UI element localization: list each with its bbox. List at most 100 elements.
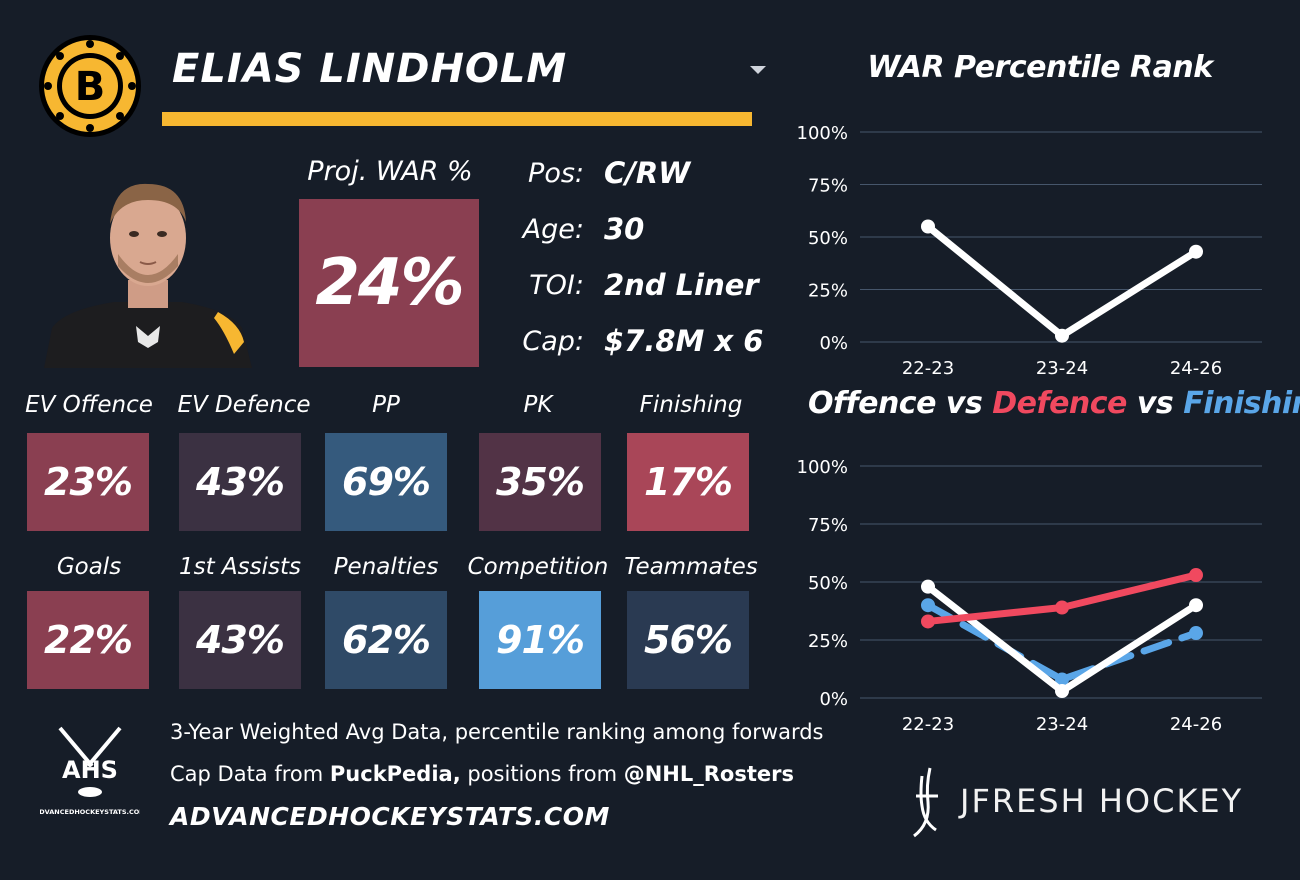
data-point xyxy=(921,598,935,613)
data-point xyxy=(1055,600,1069,615)
title-vs: vs xyxy=(1126,386,1184,421)
proj-war-label: Proj. WAR % xyxy=(307,156,473,187)
stat-label-competition: Competition xyxy=(467,554,609,580)
footer-sources: Cap Data from PuckPedia, positions from … xyxy=(170,762,794,786)
data-point xyxy=(1189,244,1203,259)
x-tick-label: 24-26 xyxy=(1170,358,1222,379)
footer-site-link[interactable]: ADVANCEDHOCKEYSTATS.COM xyxy=(170,802,610,831)
x-tick-label: 22-23 xyxy=(902,358,954,379)
data-point xyxy=(921,579,935,594)
x-tick-label: 22-23 xyxy=(902,714,954,735)
info-label: Cap: xyxy=(522,325,584,357)
stat-tile-pp: 69% xyxy=(325,433,447,531)
info-row-position: Pos: C/RW xyxy=(520,153,780,193)
info-value: 30 xyxy=(604,212,645,246)
proj-war-tile: 24% xyxy=(299,199,479,367)
data-point xyxy=(1055,328,1069,343)
series-line xyxy=(924,601,1200,683)
stat-value: 69% xyxy=(342,460,431,504)
y-tick-label: 50% xyxy=(808,228,848,249)
info-row-toi: TOI: 2nd Liner xyxy=(520,265,780,305)
stat-label-ev-offence: EV Offence xyxy=(25,392,153,418)
ovd-chart-title: Offence vs Defence vs Finishing xyxy=(808,386,1300,421)
title-vs: vs xyxy=(935,386,993,421)
y-tick-label: 100% xyxy=(797,457,848,478)
jfresh-logo-icon xyxy=(913,767,938,838)
info-value: $7.8M x 6 xyxy=(604,324,764,358)
player-name: ELIAS LINDHOLM xyxy=(172,46,568,92)
footer-mid: positions from xyxy=(460,762,624,786)
info-value: C/RW xyxy=(604,156,691,190)
ahs-logo-text: AHS xyxy=(62,756,118,784)
stat-tile-pk: 35% xyxy=(479,433,601,531)
y-tick-label: 25% xyxy=(808,281,848,302)
data-point xyxy=(1189,626,1203,641)
ahs-logo-sub: ADVANCEDHOCKEYSTATS.COM xyxy=(40,808,140,816)
stat-label-first-assists: 1st Assists xyxy=(178,554,302,580)
title-finishing: Finishing xyxy=(1183,386,1300,421)
info-label: TOI: xyxy=(529,269,584,301)
stat-label-ev-defence: EV Defence xyxy=(177,392,311,418)
stat-value: 91% xyxy=(496,618,585,662)
y-tick-label: 50% xyxy=(808,573,848,594)
proj-war-value: 24% xyxy=(315,246,464,320)
ahs-logo-icon: AHS ADVANCEDHOCKEYSTATS.COM xyxy=(40,726,140,816)
y-tick-label: 0% xyxy=(819,689,848,710)
stat-tile-competition: 91% xyxy=(479,591,601,689)
stat-tile-first-assists: 43% xyxy=(179,591,301,689)
data-point xyxy=(921,219,935,234)
war-chart-title: WAR Percentile Rank xyxy=(867,50,1213,85)
x-tick-label: 23-24 xyxy=(1036,714,1088,735)
player-dropdown-icon[interactable] xyxy=(750,66,766,74)
ovd-finishing-chart: 0% 25% 50% 75% 100% 22-23 23-24 24-26 xyxy=(797,457,1262,735)
title-defence: Defence xyxy=(992,386,1127,421)
footer-source: PuckPedia, xyxy=(329,762,461,786)
y-tick-label: 0% xyxy=(819,333,848,354)
footer-handle: @NHL_Rosters xyxy=(623,762,794,786)
player-headshot xyxy=(44,183,252,368)
stat-tile-finishing: 17% xyxy=(627,433,749,531)
y-tick-label: 75% xyxy=(808,515,848,536)
stat-label-teammates: Teammates xyxy=(624,554,758,580)
stat-tile-ev-defence: 43% xyxy=(179,433,301,531)
info-label: Age: xyxy=(522,213,584,245)
info-label: Pos: xyxy=(528,157,584,189)
stat-tile-ev-offence: 23% xyxy=(27,433,149,531)
svg-text:B: B xyxy=(75,64,106,110)
data-point xyxy=(1055,684,1069,699)
info-value: 2nd Liner xyxy=(604,268,759,302)
stat-value: 62% xyxy=(342,618,431,662)
stat-tile-penalties: 62% xyxy=(325,591,447,689)
stat-tile-teammates: 56% xyxy=(627,591,749,689)
x-tick-label: 24-26 xyxy=(1170,714,1222,735)
stat-label-penalties: Penalties xyxy=(333,554,439,580)
war-percentile-chart: 0% 25% 50% 75% 100% 22-23 23-24 24-26 xyxy=(797,123,1262,379)
stat-label-pk: PK xyxy=(523,392,553,418)
series-line xyxy=(924,223,1200,340)
footer-prefix: Cap Data from xyxy=(170,762,330,786)
x-tick-label: 23-24 xyxy=(1036,358,1088,379)
bruins-logo-icon: B xyxy=(39,35,141,137)
stat-tile-goals: 22% xyxy=(27,591,149,689)
info-row-age: Age: 30 xyxy=(520,209,780,249)
name-underline xyxy=(162,112,752,126)
stat-value: 56% xyxy=(644,618,733,662)
stat-value: 23% xyxy=(44,460,133,504)
title-offence: Offence xyxy=(808,386,936,421)
y-tick-label: 25% xyxy=(808,631,848,652)
stat-value: 17% xyxy=(644,460,733,504)
data-point xyxy=(921,614,935,629)
footer-note: 3-Year Weighted Avg Data, percentile ran… xyxy=(170,720,824,744)
data-point xyxy=(1189,598,1203,613)
stat-label-finishing: Finishing xyxy=(639,392,743,418)
y-tick-label: 100% xyxy=(797,123,848,144)
data-point xyxy=(1189,568,1203,583)
jfresh-brand: JFRESH HOCKEY xyxy=(960,782,1244,820)
stat-value: 43% xyxy=(196,618,285,662)
stat-value: 35% xyxy=(496,460,585,504)
stat-value: 43% xyxy=(196,460,285,504)
data-point xyxy=(1055,672,1069,687)
stat-label-pp: PP xyxy=(372,392,400,418)
info-row-cap: Cap: $7.8M x 6 xyxy=(520,321,780,361)
y-tick-label: 75% xyxy=(808,176,848,197)
